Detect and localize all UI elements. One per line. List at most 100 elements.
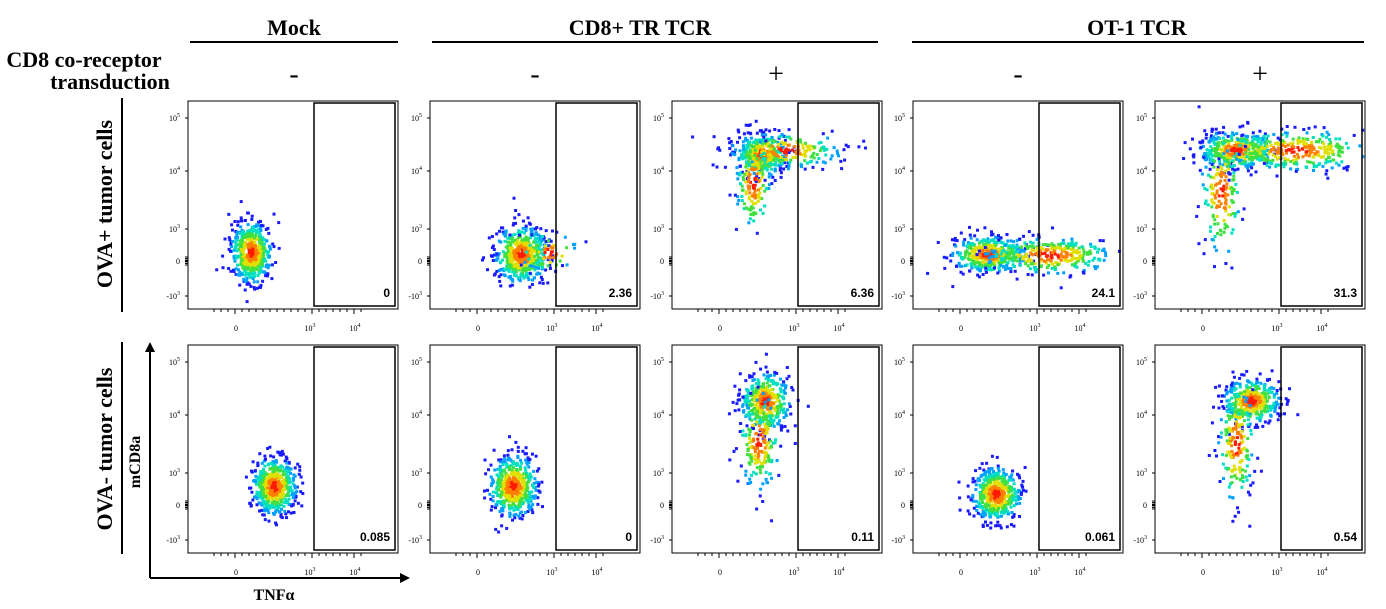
data-point [715,165,719,169]
data-point [772,424,776,428]
data-point [756,394,760,397]
data-point [1231,152,1235,156]
data-point [761,211,765,215]
data-point [1248,164,1252,168]
data-point [779,390,783,394]
data-point [505,496,509,500]
data-point [752,172,756,175]
data-point [785,151,788,155]
data-point [776,154,780,158]
data-point [985,239,988,243]
row-header-line2: transduction [50,69,170,94]
data-point [1307,154,1311,158]
data-point [1249,173,1253,177]
data-point [964,253,968,257]
data-point [1234,211,1238,215]
data-point [269,454,273,458]
data-point [1327,155,1331,159]
data-point [1062,241,1066,245]
data-point [509,244,513,247]
data-point [492,490,495,494]
data-point [282,504,286,508]
data-point [761,184,765,187]
data-point [1328,142,1332,146]
data-point [1276,141,1280,145]
data-point [492,273,496,277]
data-point [815,160,819,164]
data-point [495,485,499,489]
data-point [1307,126,1311,130]
data-point [505,498,509,502]
data-point [537,264,541,268]
data-point [1258,137,1262,141]
data-point [1202,252,1206,256]
data-point [996,258,1000,262]
data-point [537,240,541,244]
data-point [767,162,771,166]
data-point [535,469,539,473]
data-point [271,242,275,246]
data-point [745,424,749,428]
data-point [512,251,516,255]
data-point [782,402,786,406]
data-point [1203,202,1207,205]
data-point [767,403,771,407]
data-point [1224,150,1227,154]
data-point [819,141,823,144]
data-point [1233,214,1237,218]
data-point [1234,183,1238,186]
data-point [772,373,776,377]
data-point [756,188,760,192]
data-point [763,178,767,182]
gate-box [797,102,880,307]
data-point [526,456,530,460]
data-point [258,253,262,257]
data-point [1071,243,1075,247]
data-point [287,493,291,497]
data-point [558,259,562,263]
data-point [1278,138,1282,142]
data-point [803,167,807,171]
data-point [259,226,263,229]
data-point [770,150,774,154]
data-point [528,243,532,247]
data-point [744,379,748,383]
data-point [1232,133,1236,137]
data-point [487,468,490,472]
data-point [1262,134,1266,138]
data-point [1074,243,1077,247]
data-point [745,402,749,406]
data-point [749,213,753,216]
data-point [990,260,994,264]
data-point [782,408,786,412]
data-point [1263,144,1267,148]
data-point [1082,252,1086,256]
data-point [967,258,971,261]
data-point [539,239,543,243]
data-point [1225,151,1229,155]
data-point [298,465,302,469]
data-point [780,408,783,412]
data-point [734,148,738,152]
data-point [1244,151,1248,155]
data-point [979,245,983,249]
data-point [994,240,998,244]
data-point [286,485,290,489]
data-point [1282,165,1286,169]
data-point [761,394,765,398]
data-point [1015,239,1019,243]
data-point [1227,213,1231,217]
data-point [1292,154,1296,158]
data-point [1038,249,1042,253]
data-point [1283,158,1287,162]
data-point [525,260,529,264]
data-point [522,253,526,257]
data-point [953,237,957,240]
data-point [289,471,293,475]
data-point [499,240,503,244]
data-point [1046,254,1049,258]
data-point [275,476,279,480]
data-point [1301,147,1305,151]
data-point [1242,162,1245,166]
data-point [1322,126,1326,130]
